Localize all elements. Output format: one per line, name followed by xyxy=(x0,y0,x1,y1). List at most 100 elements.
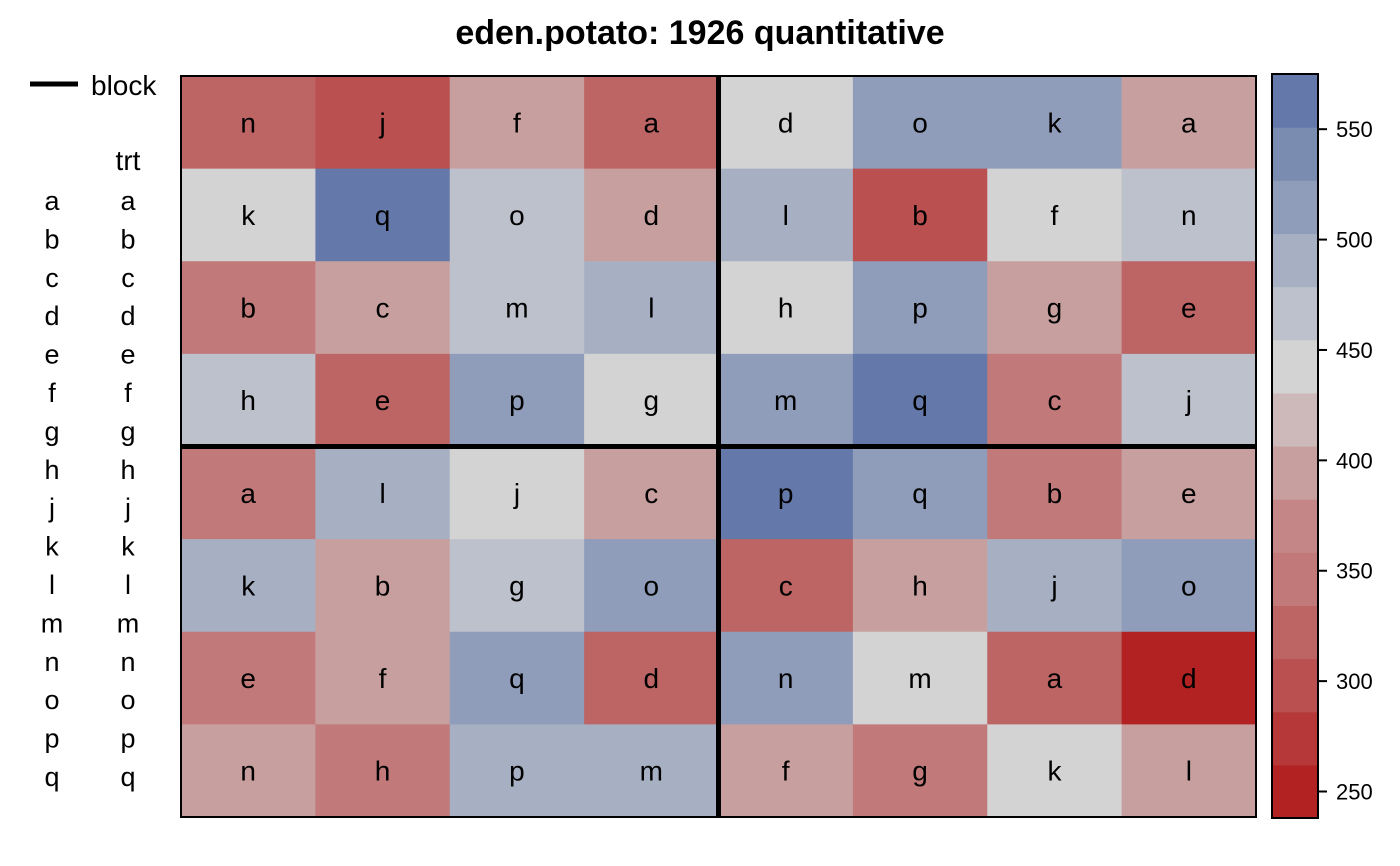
legend-right-item: c xyxy=(121,263,135,293)
heatmap-cell xyxy=(584,539,720,633)
heatmap-cell-label: l xyxy=(1186,756,1192,787)
legend-left-item: o xyxy=(44,685,59,715)
legend-right-item: k xyxy=(121,532,135,562)
heatmap-cell-label: e xyxy=(1181,293,1197,324)
colorbar-swatch xyxy=(1272,446,1318,500)
legend-right-item: l xyxy=(125,570,131,600)
heatmap-cell xyxy=(181,168,316,262)
heatmap-cell-label: o xyxy=(509,200,525,231)
heatmap-cell-label: b xyxy=(375,570,391,601)
heatmap-cell-label: c xyxy=(1047,385,1061,416)
legend-left-item: a xyxy=(44,186,60,216)
legend-left-item: d xyxy=(44,301,59,331)
heatmap-cell xyxy=(181,539,316,633)
colorbar-swatch xyxy=(1272,180,1318,235)
heatmap-cell xyxy=(852,76,988,170)
heatmap-cell-label: g xyxy=(912,756,928,787)
heatmap-cell xyxy=(1121,353,1257,448)
heatmap-cell-label: h xyxy=(375,756,391,787)
heatmap-cell xyxy=(584,76,720,170)
heatmap-cell xyxy=(181,446,316,540)
heatmap-cell-label: n xyxy=(1181,200,1197,231)
heatmap-cell-label: g xyxy=(644,385,660,416)
heatmap-cell xyxy=(987,76,1123,170)
heatmap-cell xyxy=(181,631,316,725)
heatmap-cell-label: d xyxy=(778,107,794,138)
trt-legend-header: trt xyxy=(116,145,141,176)
heatmap-cell xyxy=(718,261,854,355)
legend-left-item: b xyxy=(44,224,59,254)
heatmap-cell-label: q xyxy=(375,200,391,231)
legend-right-item: e xyxy=(120,340,135,370)
heatmap-cell xyxy=(987,539,1123,633)
heatmap-cell xyxy=(181,76,316,170)
heatmap-cell xyxy=(315,261,451,355)
block-boundaries xyxy=(180,75,1257,818)
heatmap-cell xyxy=(852,261,988,355)
heatmap-cell-label: m xyxy=(505,293,528,324)
heatmap-cells xyxy=(181,76,1257,818)
heatmap-cell-label: q xyxy=(912,385,928,416)
heatmap-cell xyxy=(718,724,854,818)
heatmap-cell xyxy=(315,631,451,725)
heatmap-cell xyxy=(584,168,720,262)
heatmap-cell-label: c xyxy=(779,570,793,601)
heatmap-cell-label: k xyxy=(1047,107,1062,138)
colorbar-swatch xyxy=(1272,127,1318,181)
colorbar-swatch xyxy=(1272,74,1318,128)
heatmap-cell-label: f xyxy=(1051,200,1059,231)
heatmap-cell-label: j xyxy=(378,107,385,138)
heatmap-cell xyxy=(315,539,451,633)
heatmap-cell xyxy=(315,446,451,540)
heatmap-cell-label: p xyxy=(912,293,928,324)
legend-right-item: d xyxy=(120,301,135,331)
heatmap-cell xyxy=(181,724,316,818)
colorbar-tick-label: 350 xyxy=(1336,559,1373,584)
heatmap-cell-label: f xyxy=(379,663,387,694)
heatmap-cell xyxy=(449,724,585,818)
colorbar-swatch xyxy=(1272,339,1318,394)
heatmap-cell-label: n xyxy=(240,107,256,138)
legend-left-item: g xyxy=(44,416,59,446)
heatmap-cell xyxy=(315,353,451,448)
legend-left-item: k xyxy=(45,532,59,562)
heatmap-cell xyxy=(584,261,720,355)
legend-right-item: h xyxy=(120,455,135,485)
heatmap-cell-label: q xyxy=(912,478,928,509)
colorbar-swatch xyxy=(1272,499,1318,553)
heatmap-cell-label: a xyxy=(1047,663,1063,694)
heatmap-cell-label: h xyxy=(240,385,256,416)
heatmap-cell xyxy=(181,261,316,355)
heatmap-cell-label: d xyxy=(644,663,660,694)
heatmap-cell xyxy=(852,446,988,540)
heatmap-cell-label: p xyxy=(778,478,794,509)
heatmap-cell-label: b xyxy=(912,200,928,231)
heatmap-cell xyxy=(449,446,585,540)
colorbar-tick-label: 250 xyxy=(1336,780,1373,805)
legend-right-item: f xyxy=(124,378,132,408)
heatmap-cell-label: e xyxy=(375,385,391,416)
heatmap-cell xyxy=(449,353,585,448)
legend-left-item: m xyxy=(41,608,64,638)
heatmap-cell-label: k xyxy=(241,570,256,601)
heatmap-cell-label: o xyxy=(644,570,660,601)
legend-left-item: l xyxy=(49,570,55,600)
heatmap-cell xyxy=(718,76,854,170)
heatmap-cell-label: e xyxy=(1181,478,1197,509)
heatmap-cell-label: b xyxy=(1047,478,1063,509)
heatmap-cell-labels: n j f a d o k a k q o d l b f n b c m l h p g e h e p g m q c j a l j c p q b e… xyxy=(240,107,1197,786)
heatmap-cell xyxy=(449,76,585,170)
heatmap-cell xyxy=(987,353,1123,448)
chart-title: eden.potato: 1926 quantitative xyxy=(455,14,944,52)
heatmap-cell xyxy=(852,631,988,725)
legend-right-item: m xyxy=(117,608,140,638)
heatmap-cell-label: n xyxy=(240,756,256,787)
heatmap-cell-label: c xyxy=(644,478,658,509)
heatmap-cell xyxy=(584,724,720,818)
colorbar-swatch xyxy=(1272,764,1318,819)
heatmap-cell-label: a xyxy=(240,478,256,509)
heatmap-cell xyxy=(718,168,854,262)
legend-left-item: q xyxy=(44,762,59,792)
